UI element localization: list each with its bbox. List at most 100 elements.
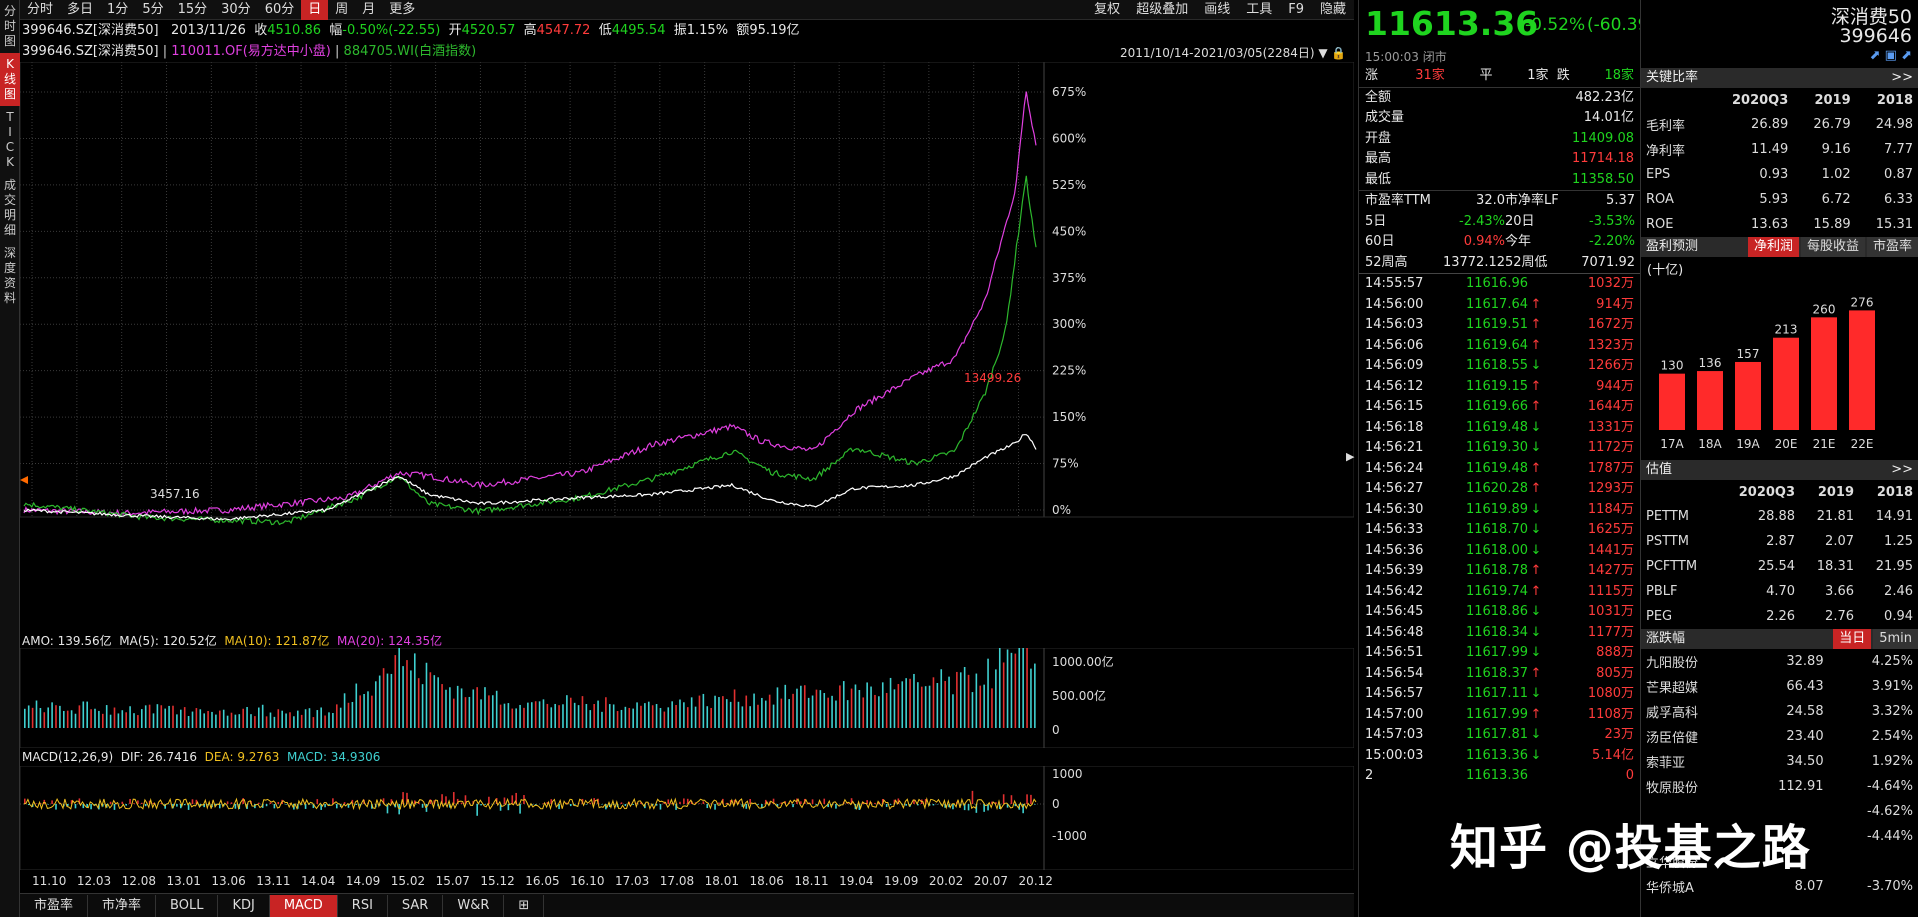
quote-time: 15:00:03 闭市	[1365, 50, 1447, 64]
vol-bar	[94, 708, 96, 728]
period-tab-3[interactable]: 5分	[142, 1, 164, 17]
vol-bar	[632, 708, 634, 728]
toolbar-item-3[interactable]: 工具	[1246, 1, 1273, 17]
vol-bar	[230, 712, 233, 728]
panel-icons[interactable]: ⬈ ▣ ⬈	[1869, 48, 1912, 63]
vol-bar	[421, 684, 424, 728]
vol-bar	[788, 699, 790, 728]
movers-tab-1[interactable]: 5min	[1873, 629, 1918, 649]
indicator-tab-8[interactable]: ⊞	[504, 894, 545, 917]
indicator-tab-7[interactable]: W&R	[443, 894, 505, 917]
forecast-unit: (十亿)	[1647, 263, 1684, 278]
vol-bar	[472, 689, 475, 728]
stat2-row: 5日 -2.43% 20日 -3.53%	[1365, 213, 1635, 229]
vol-bar	[218, 710, 221, 728]
indicator-tabs: 市盈率 市净率 BOLL KDJ MACD RSI SAR W&R ⊞	[20, 893, 1354, 917]
vol-bar	[881, 682, 884, 728]
period-tab-10[interactable]: 更多	[389, 1, 416, 17]
indicator-tab-6[interactable]: SAR	[388, 894, 444, 917]
period-tab-0[interactable]: 分时	[27, 1, 54, 17]
vol-bar	[807, 697, 810, 728]
x-tick: 15.02	[391, 874, 425, 888]
vol-bar	[488, 695, 490, 728]
toolbar-item-5[interactable]: 隐藏	[1319, 1, 1346, 17]
stats2-block: 市盈率TTM 32.0 市净率LF 5.37 5日 -2.43% 20日 -3.53% 60日 0…	[1359, 190, 1640, 273]
toolbar-item-0[interactable]: 复权	[1094, 1, 1121, 17]
vol-bar	[39, 707, 42, 728]
macd-chart[interactable]: 1000 0 -1000	[20, 766, 1354, 870]
date-range[interactable]: 2011/10/14-2021/03/05(2284日) ▼ 🔒	[1120, 46, 1347, 60]
vol-bar	[963, 666, 966, 728]
period-tab-4[interactable]: 15分	[177, 1, 208, 17]
forecast-tab-1[interactable]: 每股收益	[1800, 237, 1865, 257]
vol-bar	[55, 705, 57, 728]
indicator-tab-2[interactable]: BOLL	[156, 894, 219, 917]
vol-bar	[109, 714, 112, 728]
collapse-arrow-icon[interactable]: ▶	[1346, 450, 1355, 463]
indicator-tab-4[interactable]: MACD	[269, 894, 338, 917]
period-tab-7[interactable]: 日	[301, 0, 329, 20]
stat2-row: 市盈率TTM 32.0 市净率LF 5.37	[1365, 193, 1635, 208]
vol-bar	[129, 706, 131, 728]
table-row: ROE 13.63 15.89 15.31	[1646, 217, 1913, 232]
vol-bar	[1030, 668, 1032, 728]
vol-bar	[413, 653, 416, 728]
vol-bar	[718, 697, 720, 728]
left-nav-0[interactable]: 分时图	[3, 4, 16, 48]
vol-bar	[316, 710, 319, 728]
macd-tick: 1000	[1052, 767, 1083, 781]
vol-bar	[296, 710, 299, 728]
toolbar-item-4[interactable]: F9	[1288, 1, 1304, 17]
vol-bar	[441, 684, 443, 728]
period-tab-8[interactable]: 周	[335, 1, 349, 17]
tick-list: 14:55:57 11616.96 1032万 14:56:00 11617.64 ↑ 91…	[1359, 273, 1640, 787]
close: 4510.86	[267, 23, 321, 38]
main-chart[interactable]: 675% 600% 525% 450% 375% 300% 225% 150% 75% 0% 134…	[20, 62, 1354, 630]
amount: 95.19亿	[749, 23, 800, 38]
volume-legend: AMO: 139.56亿 MA(5): 120.52亿 MA(10): 121.…	[22, 634, 443, 648]
vol-bar	[324, 715, 326, 728]
indicator-tab-3[interactable]: KDJ	[218, 894, 270, 917]
index-name: 深消费50	[1830, 6, 1912, 28]
vol-bar	[566, 695, 568, 728]
vol-bar	[554, 703, 556, 728]
period-tab-6[interactable]: 60分	[264, 1, 295, 17]
vol-bar	[31, 707, 34, 728]
vol-bar	[480, 699, 482, 728]
indicator-tab-5[interactable]: RSI	[338, 894, 388, 917]
mover-row: 芒果超媒 66.43 3.91%	[1646, 679, 1913, 696]
vol-bar	[991, 688, 993, 728]
stats-block: 全额 482.23亿 成交量 14.01亿 开盘 11409.08 最高 11714.18 最低…	[1359, 86, 1640, 191]
vol-bar	[640, 705, 642, 728]
period-tab-5[interactable]: 30分	[221, 1, 251, 17]
mover-row: 立华股份	[1646, 856, 1699, 871]
left-nav-3[interactable]: 成交明细	[3, 178, 16, 237]
forecast-label: 22E	[1851, 437, 1874, 451]
forecast-tab-2[interactable]: 市盈率	[1866, 237, 1918, 257]
movers-tab-0[interactable]: 当日	[1833, 629, 1872, 649]
period-tab-2[interactable]: 1分	[107, 1, 129, 17]
indicator-tab-1[interactable]: 市净率	[88, 894, 157, 917]
low: 4495.54	[611, 23, 666, 38]
toolbar-item-1[interactable]: 超级叠加	[1136, 1, 1189, 17]
vol-bar	[671, 701, 673, 728]
period-tab-1[interactable]: 多日	[67, 1, 94, 17]
indicator-tab-0[interactable]: 市盈率	[20, 894, 89, 917]
vol-bar	[542, 699, 545, 728]
volume-chart[interactable]: 1000.00亿 500.00亿 0	[20, 648, 1354, 748]
period-tab-9[interactable]: 月	[362, 1, 376, 17]
vol-bar	[776, 687, 779, 728]
toolbar-item-2[interactable]: 画线	[1204, 1, 1231, 17]
vol-bar	[371, 695, 373, 728]
tick-row: 14:56:51 11617.99 ↓ 888万	[1365, 645, 1634, 660]
vol-bar	[515, 708, 517, 728]
forecast-bar	[1735, 361, 1761, 430]
key-ratio-header: 关键比率 >>	[1641, 68, 1918, 88]
forecast-tab-0[interactable]: 净利润	[1747, 237, 1799, 257]
vol-bar	[1006, 649, 1009, 728]
vol-bar	[546, 703, 549, 728]
vol-bar	[995, 669, 997, 728]
left-nav-4[interactable]: 深度资料	[3, 246, 16, 305]
